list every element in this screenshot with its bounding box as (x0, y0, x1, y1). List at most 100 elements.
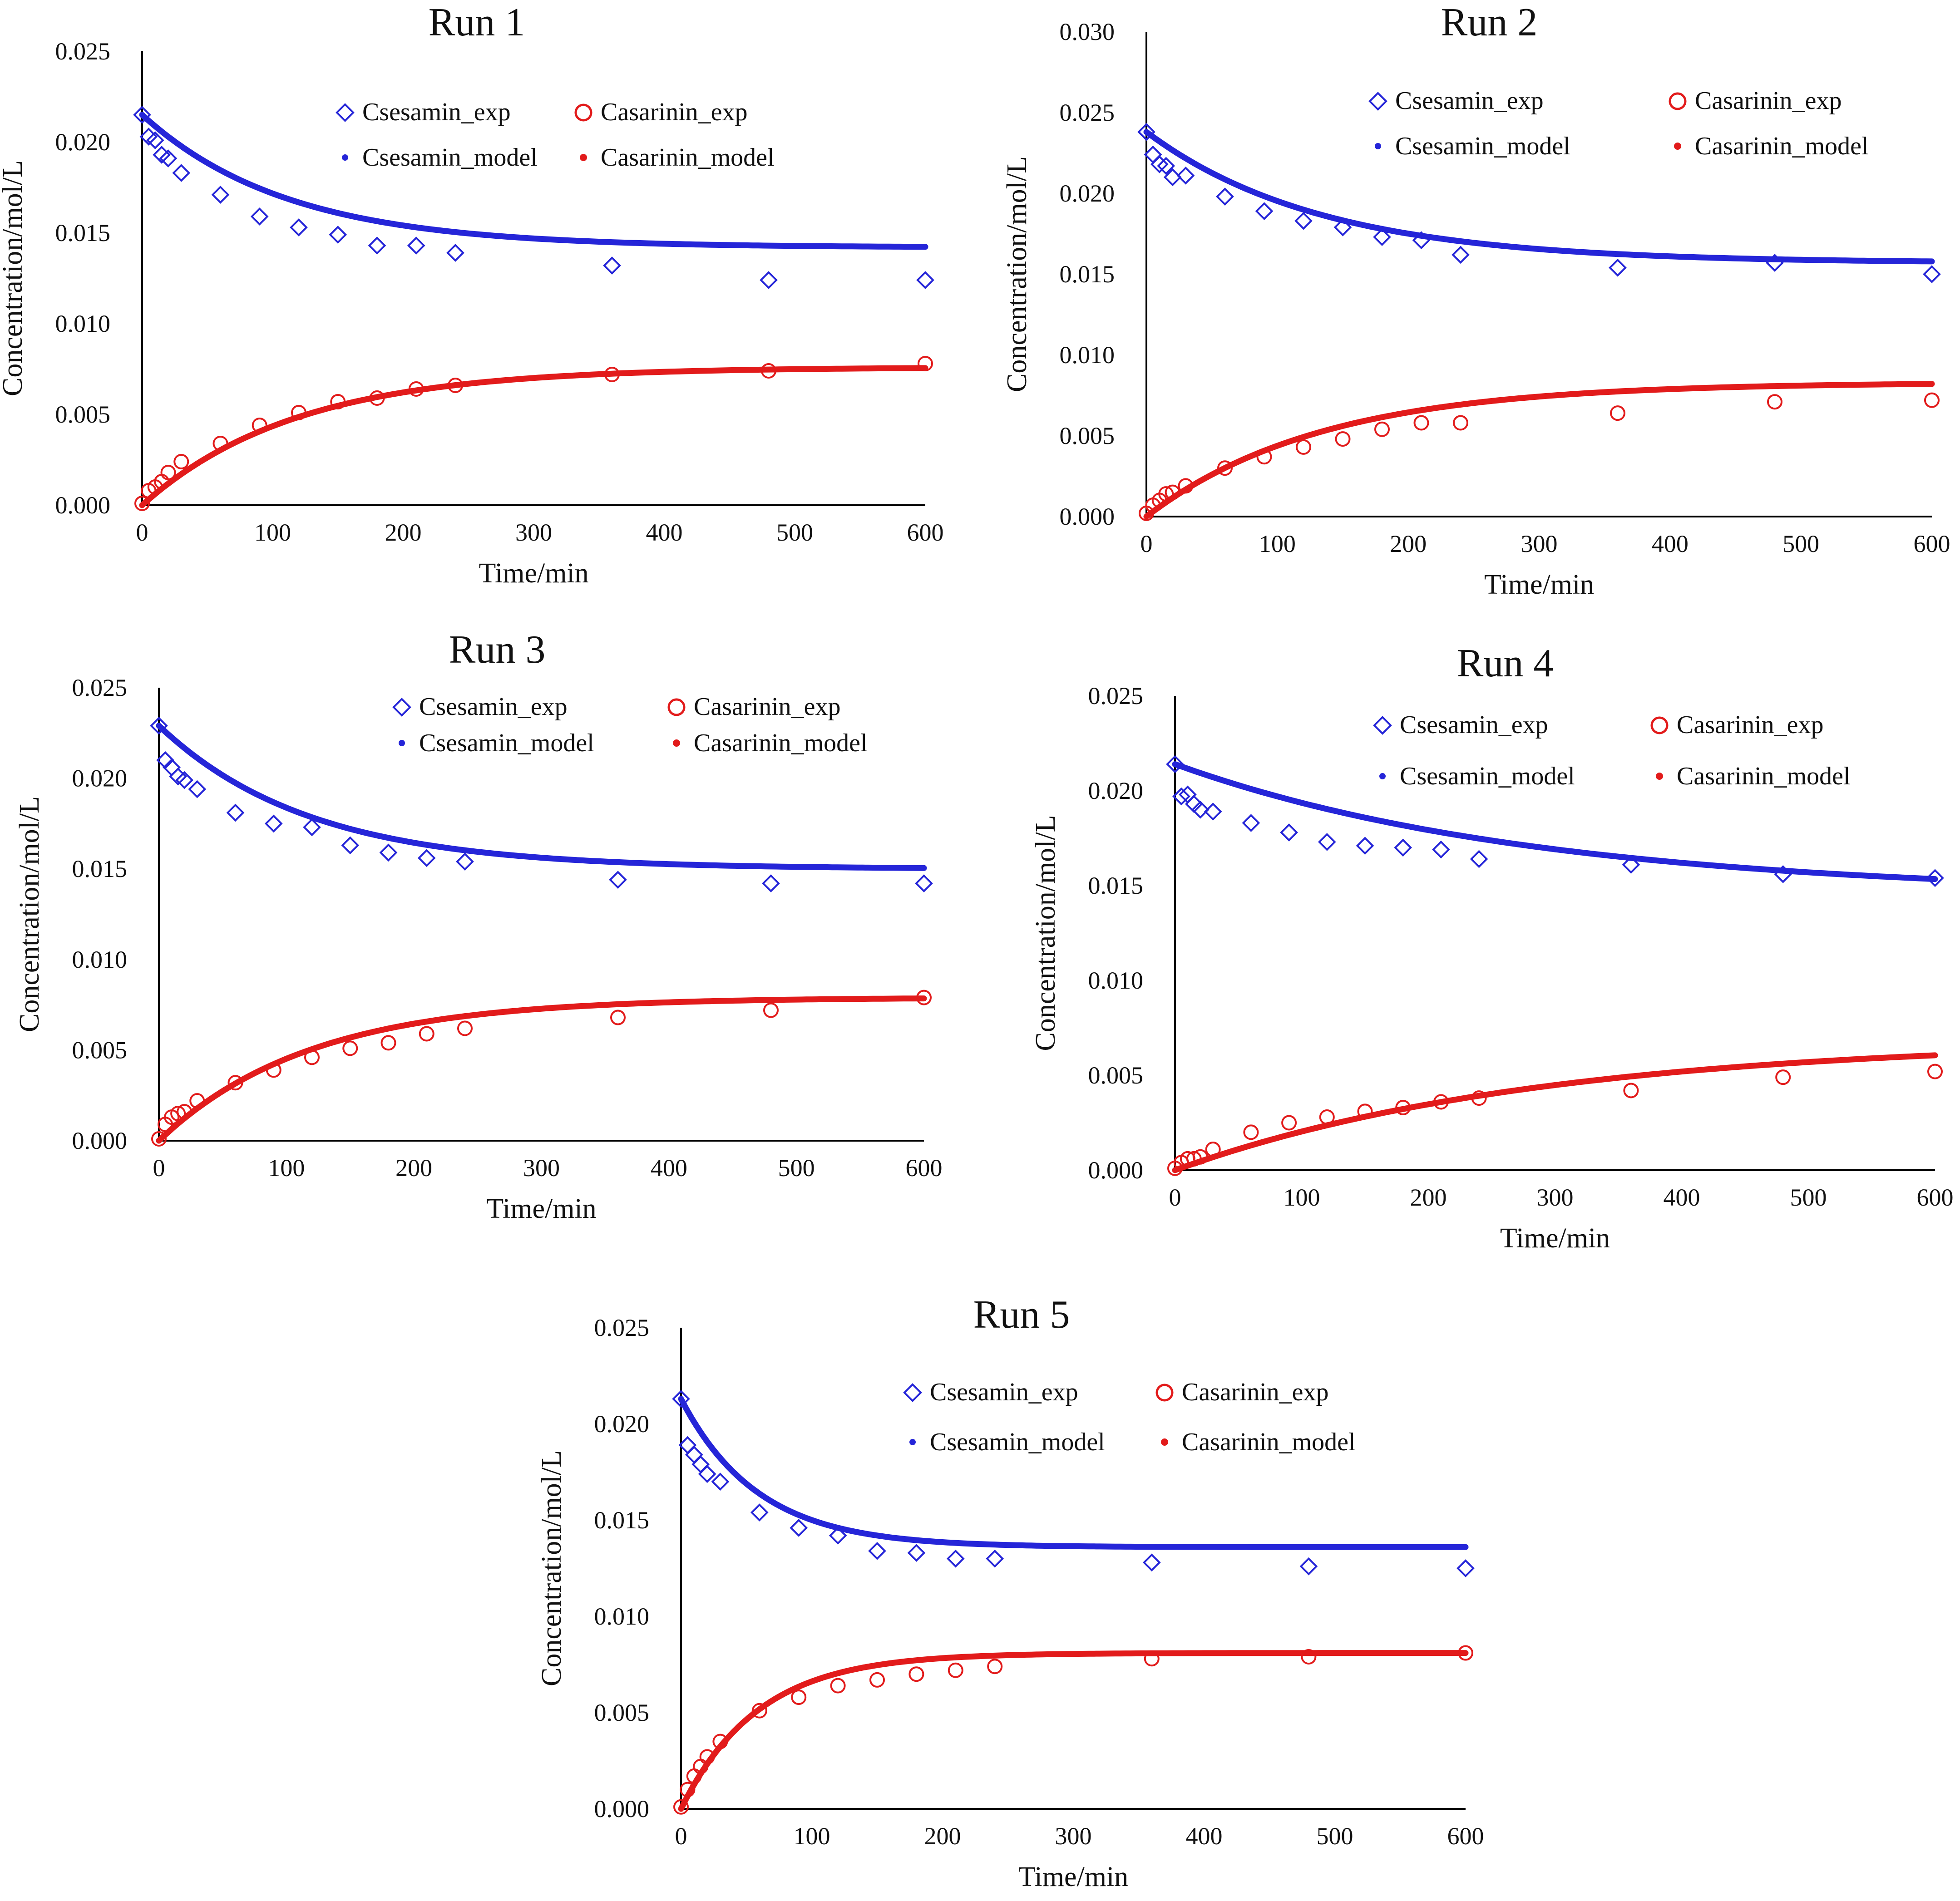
y-axis-title: Concentration/mol/L (536, 1450, 567, 1686)
legend: Csesamin_exp Casarinin_exp Csesamin_model C… (336, 98, 775, 172)
casarinin-model-curve (156, 995, 927, 1144)
sesamin-exp-point (915, 874, 933, 892)
x-tick-label: 0 (1169, 1184, 1181, 1211)
asarinin-exp-point (918, 356, 933, 371)
sesamin-exp-point (986, 1549, 1004, 1568)
asarinin-exp-point (604, 367, 620, 382)
x-tick-label: 600 (1447, 1822, 1484, 1850)
legend-label-sesamin-model: Csesamin_model (930, 1428, 1105, 1456)
y-axis-title: Concentration/mol/L (0, 160, 28, 396)
asarinin-exp-point (380, 1035, 396, 1051)
asarinin-exp-point (342, 1040, 358, 1056)
x-tick-label: 500 (1317, 1822, 1353, 1850)
sesamin-exp-point (1432, 840, 1450, 859)
x-tick-label: 400 (651, 1154, 687, 1182)
sesamin-exp-point (829, 1527, 847, 1545)
sesamin-exp-point (946, 1549, 965, 1568)
sesamin-exp-point (1774, 865, 1792, 883)
y-tick-label: 0.010 (594, 1603, 650, 1630)
sesamin-exp-point (446, 244, 464, 262)
asarinin-exp-point (987, 1659, 1003, 1674)
diamond-icon (392, 698, 411, 717)
casarinin-model-curve (678, 1650, 1469, 1812)
sesamin-exp-point (1166, 755, 1184, 773)
csesamin-model-curve (678, 1396, 1469, 1550)
diamond-icon (1368, 92, 1387, 111)
y-tick-label: 0.015 (594, 1507, 650, 1534)
csesamin-model-curve (1172, 761, 1938, 882)
sesamin-exp-point (1926, 869, 1944, 887)
sesamin-exp-point (1622, 856, 1640, 874)
sesamin-exp-point (172, 164, 191, 182)
asarinin-exp-point (1296, 439, 1311, 455)
sesamin-exp-point (1456, 1559, 1475, 1577)
asarinin-exp-point (1144, 1651, 1160, 1667)
y-tick-label: 0.005 (594, 1699, 650, 1726)
legend-label-asarinin-model: Casarinin_model (1695, 132, 1869, 160)
sesamin-exp-point (188, 780, 207, 798)
dot-icon (580, 154, 587, 161)
asarinin-exp-point (1205, 1142, 1221, 1157)
sesamin-exp-point (1333, 218, 1352, 236)
x-axis-title: Time/min (1484, 569, 1594, 600)
x-tick-label: 600 (906, 1154, 943, 1182)
sesamin-exp-point (603, 256, 621, 275)
x-tick-label: 500 (778, 1154, 815, 1182)
y-tick-label: 0.020 (1088, 777, 1144, 804)
chart-run-3: Run 3 0 100 200 300 400 500 600 0.000 0.005 0.010 0… (14, 628, 943, 1224)
asarinin-exp-point (1256, 449, 1272, 465)
circle-icon (667, 698, 686, 716)
dot-icon (1674, 143, 1681, 150)
asarinin-exp-point (1335, 431, 1351, 447)
y-tick-label: 0.030 (1060, 18, 1115, 45)
legend-label-sesamin-model: Csesamin_model (419, 729, 594, 757)
y-tick-label: 0.010 (1060, 341, 1115, 369)
x-tick-label: 500 (1782, 530, 1819, 557)
asarinin-exp-point (1767, 394, 1782, 410)
x-tick-label: 100 (254, 519, 291, 546)
sesamin-exp-point (368, 236, 386, 255)
sesamin-exp-point (711, 1473, 730, 1491)
sesamin-exp-point (407, 236, 425, 255)
x-tick-label: 200 (924, 1822, 961, 1850)
legend: Csesamin_exp Casarinin_exp Csesamin_model C… (903, 1378, 1356, 1456)
csesamin-model-curve (1143, 129, 1935, 265)
legend-label-asarinin-exp: Casarinin_exp (1695, 87, 1842, 115)
sesamin-exp-point (329, 226, 347, 244)
x-tick-label: 500 (776, 519, 813, 546)
sesamin-exp-point (609, 871, 627, 889)
y-tick-label: 0.020 (72, 765, 128, 792)
legend-label-asarinin-model: Casarinin_model (601, 143, 775, 172)
sesamin-exp-point (417, 849, 436, 867)
x-tick-label: 600 (907, 519, 944, 546)
dot-icon (1375, 143, 1381, 149)
asarinin-exp-point (227, 1075, 243, 1091)
x-tick-label: 400 (1652, 530, 1688, 557)
sesamin-exp-point (1191, 800, 1210, 819)
asarinin-exp-point (761, 363, 776, 379)
circle-icon (1669, 92, 1687, 110)
legend-label-sesamin-model: Csesamin_model (1400, 762, 1575, 790)
y-tick-label: 0.010 (72, 946, 128, 973)
y-tick-label: 0.015 (72, 855, 128, 882)
x-tick-label: 100 (1284, 1184, 1320, 1211)
sesamin-exp-point (698, 1465, 716, 1483)
legend-label-asarinin-exp: Casarinin_exp (601, 98, 747, 126)
asarinin-exp-point (1924, 392, 1940, 408)
y-tick-label: 0.000 (1088, 1157, 1144, 1184)
asarinin-exp-point (151, 1131, 167, 1147)
diamond-icon (903, 1383, 922, 1402)
csesamin-model-curve (139, 112, 928, 250)
y-tick-label: 0.025 (1060, 99, 1115, 126)
asarinin-exp-point (177, 1104, 193, 1120)
asarinin-exp-point (1319, 1109, 1335, 1125)
y-tick-label: 0.005 (1088, 1062, 1144, 1089)
dot-icon (673, 739, 680, 747)
sesamin-exp-point (1470, 850, 1488, 868)
dot-icon (342, 154, 348, 161)
asarinin-exp-point (1433, 1094, 1449, 1110)
asarinin-exp-point (1281, 1115, 1297, 1131)
asarinin-exp-point (448, 378, 463, 393)
